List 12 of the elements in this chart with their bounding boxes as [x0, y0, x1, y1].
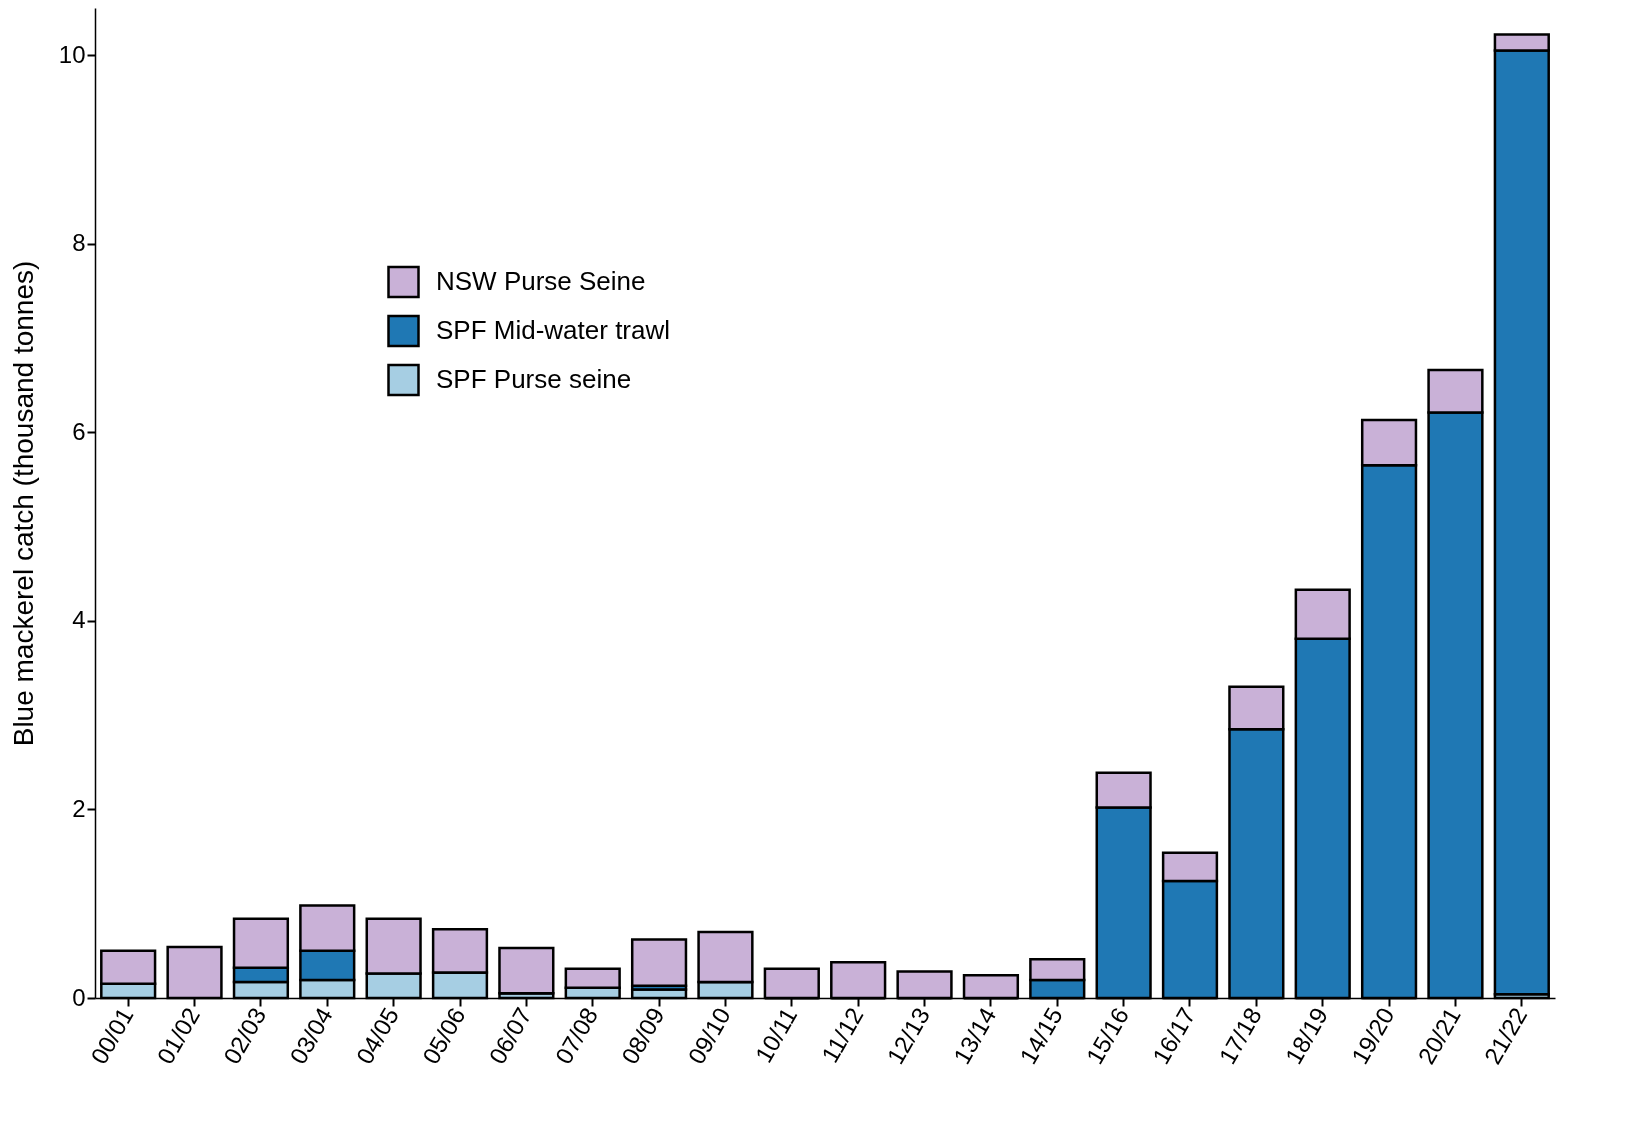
bar — [498, 946, 555, 995]
y-tick-label: 0 — [72, 983, 86, 1011]
y-tick-label: 6 — [72, 417, 86, 445]
legend-label: NSW Purse Seine — [436, 265, 646, 296]
legend-label: SPF Mid-water trawl — [436, 314, 671, 345]
y-tick-label: 8 — [72, 229, 86, 257]
y-tick-label: 10 — [58, 40, 86, 68]
legend-label: SPF Purse seine — [436, 363, 632, 394]
y-tick-label: 2 — [72, 794, 86, 822]
bar — [630, 938, 688, 987]
y-tick-label: 4 — [72, 606, 86, 634]
y-axis-title: Blue mackerel catch (thousand tonnes) — [7, 260, 39, 747]
